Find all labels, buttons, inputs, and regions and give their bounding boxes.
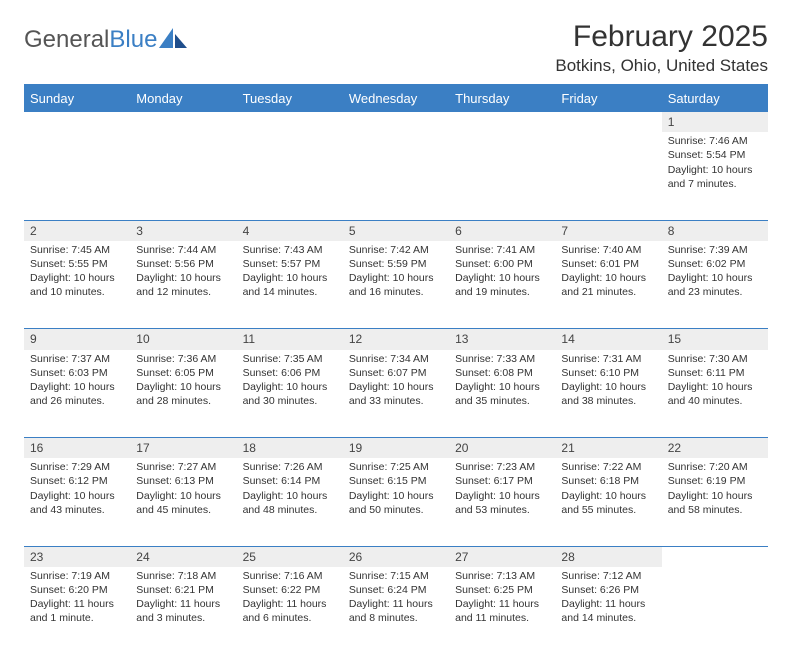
day-content-cell — [24, 132, 130, 220]
day-number-cell: 22 — [662, 438, 768, 459]
day-content-cell — [662, 567, 768, 655]
day-content-cell: Sunrise: 7:18 AMSunset: 6:21 PMDaylight:… — [130, 567, 236, 655]
day-number-cell — [662, 546, 768, 567]
day-number-cell: 23 — [24, 546, 130, 567]
month-title: February 2025 — [555, 20, 768, 54]
weekday-header-row: Sunday Monday Tuesday Wednesday Thursday… — [24, 86, 768, 112]
day-content-cell: Sunrise: 7:36 AMSunset: 6:05 PMDaylight:… — [130, 350, 236, 438]
day-content-row: Sunrise: 7:19 AMSunset: 6:20 PMDaylight:… — [24, 567, 768, 655]
day-content-cell: Sunrise: 7:37 AMSunset: 6:03 PMDaylight:… — [24, 350, 130, 438]
day-content-cell: Sunrise: 7:13 AMSunset: 6:25 PMDaylight:… — [449, 567, 555, 655]
day-number-cell: 15 — [662, 329, 768, 350]
day-content-row: Sunrise: 7:46 AMSunset: 5:54 PMDaylight:… — [24, 132, 768, 220]
day-number-cell: 8 — [662, 220, 768, 241]
logo-sail-icon — [159, 28, 187, 48]
day-content-cell: Sunrise: 7:45 AMSunset: 5:55 PMDaylight:… — [24, 241, 130, 329]
day-content-row: Sunrise: 7:45 AMSunset: 5:55 PMDaylight:… — [24, 241, 768, 329]
day-number-cell: 6 — [449, 220, 555, 241]
day-content-cell: Sunrise: 7:35 AMSunset: 6:06 PMDaylight:… — [237, 350, 343, 438]
day-number-row: 16171819202122 — [24, 438, 768, 459]
day-number-cell: 2 — [24, 220, 130, 241]
weekday-header: Monday — [130, 86, 236, 112]
brand-part2: Blue — [109, 26, 157, 54]
day-number-cell — [343, 112, 449, 133]
day-number-cell — [555, 112, 661, 133]
day-number-cell: 13 — [449, 329, 555, 350]
weekday-header: Tuesday — [237, 86, 343, 112]
day-content-cell: Sunrise: 7:30 AMSunset: 6:11 PMDaylight:… — [662, 350, 768, 438]
day-content-cell: Sunrise: 7:34 AMSunset: 6:07 PMDaylight:… — [343, 350, 449, 438]
day-number-cell: 10 — [130, 329, 236, 350]
day-number-cell: 17 — [130, 438, 236, 459]
day-number-cell: 20 — [449, 438, 555, 459]
day-content-cell: Sunrise: 7:39 AMSunset: 6:02 PMDaylight:… — [662, 241, 768, 329]
header: GeneralBlue February 2025 Botkins, Ohio,… — [24, 20, 768, 76]
day-number-cell: 9 — [24, 329, 130, 350]
brand-logo: GeneralBlue — [24, 26, 187, 54]
day-content-cell: Sunrise: 7:42 AMSunset: 5:59 PMDaylight:… — [343, 241, 449, 329]
day-content-cell: Sunrise: 7:27 AMSunset: 6:13 PMDaylight:… — [130, 458, 236, 546]
day-content-cell: Sunrise: 7:16 AMSunset: 6:22 PMDaylight:… — [237, 567, 343, 655]
weekday-header: Thursday — [449, 86, 555, 112]
day-content-cell: Sunrise: 7:23 AMSunset: 6:17 PMDaylight:… — [449, 458, 555, 546]
day-number-cell: 12 — [343, 329, 449, 350]
day-number-cell: 21 — [555, 438, 661, 459]
day-number-cell: 4 — [237, 220, 343, 241]
weekday-header: Wednesday — [343, 86, 449, 112]
day-number-cell: 3 — [130, 220, 236, 241]
title-block: February 2025 Botkins, Ohio, United Stat… — [555, 20, 768, 76]
day-content-cell: Sunrise: 7:43 AMSunset: 5:57 PMDaylight:… — [237, 241, 343, 329]
day-number-cell: 1 — [662, 112, 768, 133]
day-content-cell — [449, 132, 555, 220]
day-content-cell: Sunrise: 7:46 AMSunset: 5:54 PMDaylight:… — [662, 132, 768, 220]
day-content-cell: Sunrise: 7:15 AMSunset: 6:24 PMDaylight:… — [343, 567, 449, 655]
day-number-cell: 24 — [130, 546, 236, 567]
day-number-cell: 18 — [237, 438, 343, 459]
day-content-cell: Sunrise: 7:22 AMSunset: 6:18 PMDaylight:… — [555, 458, 661, 546]
day-number-row: 9101112131415 — [24, 329, 768, 350]
weekday-header: Friday — [555, 86, 661, 112]
day-number-cell: 14 — [555, 329, 661, 350]
day-content-cell — [130, 132, 236, 220]
day-number-cell: 16 — [24, 438, 130, 459]
day-content-cell: Sunrise: 7:33 AMSunset: 6:08 PMDaylight:… — [449, 350, 555, 438]
brand-part1: General — [24, 26, 109, 54]
day-number-cell: 11 — [237, 329, 343, 350]
day-number-cell — [449, 112, 555, 133]
day-content-cell: Sunrise: 7:12 AMSunset: 6:26 PMDaylight:… — [555, 567, 661, 655]
day-content-cell — [343, 132, 449, 220]
location-text: Botkins, Ohio, United States — [555, 56, 768, 76]
day-content-cell: Sunrise: 7:44 AMSunset: 5:56 PMDaylight:… — [130, 241, 236, 329]
day-content-cell: Sunrise: 7:20 AMSunset: 6:19 PMDaylight:… — [662, 458, 768, 546]
calendar-table: Sunday Monday Tuesday Wednesday Thursday… — [24, 86, 768, 655]
day-number-cell — [237, 112, 343, 133]
weekday-header: Sunday — [24, 86, 130, 112]
weekday-header: Saturday — [662, 86, 768, 112]
day-number-cell: 27 — [449, 546, 555, 567]
day-content-cell: Sunrise: 7:40 AMSunset: 6:01 PMDaylight:… — [555, 241, 661, 329]
day-number-cell: 5 — [343, 220, 449, 241]
day-content-cell — [237, 132, 343, 220]
day-content-row: Sunrise: 7:29 AMSunset: 6:12 PMDaylight:… — [24, 458, 768, 546]
day-content-cell: Sunrise: 7:31 AMSunset: 6:10 PMDaylight:… — [555, 350, 661, 438]
day-number-cell: 19 — [343, 438, 449, 459]
day-number-cell: 7 — [555, 220, 661, 241]
day-number-row: 232425262728 — [24, 546, 768, 567]
day-content-cell: Sunrise: 7:26 AMSunset: 6:14 PMDaylight:… — [237, 458, 343, 546]
day-number-cell — [130, 112, 236, 133]
day-content-cell: Sunrise: 7:19 AMSunset: 6:20 PMDaylight:… — [24, 567, 130, 655]
day-number-row: 1 — [24, 112, 768, 133]
day-content-cell: Sunrise: 7:41 AMSunset: 6:00 PMDaylight:… — [449, 241, 555, 329]
day-number-cell: 26 — [343, 546, 449, 567]
day-content-cell — [555, 132, 661, 220]
day-number-cell: 28 — [555, 546, 661, 567]
day-content-cell: Sunrise: 7:25 AMSunset: 6:15 PMDaylight:… — [343, 458, 449, 546]
day-number-cell — [24, 112, 130, 133]
day-number-cell: 25 — [237, 546, 343, 567]
day-content-cell: Sunrise: 7:29 AMSunset: 6:12 PMDaylight:… — [24, 458, 130, 546]
day-content-row: Sunrise: 7:37 AMSunset: 6:03 PMDaylight:… — [24, 350, 768, 438]
day-number-row: 2345678 — [24, 220, 768, 241]
